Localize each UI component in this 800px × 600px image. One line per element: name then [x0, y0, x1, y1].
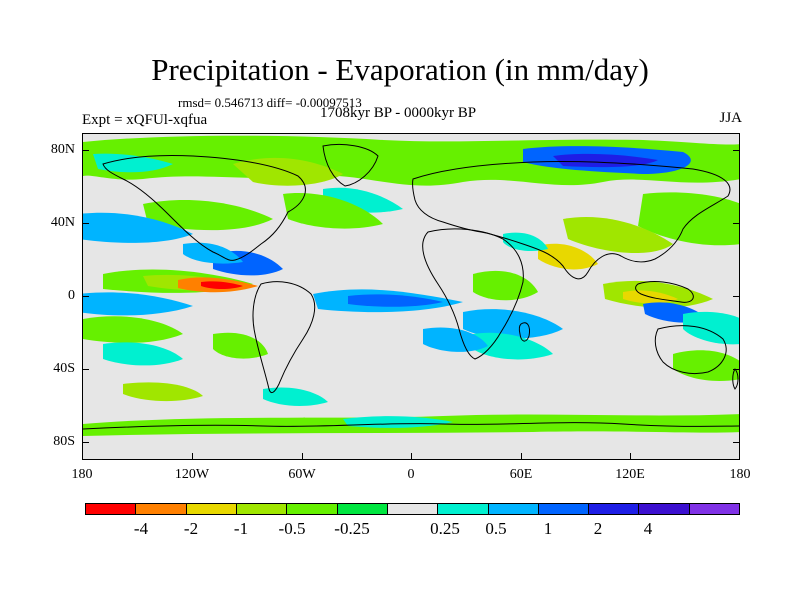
- colorbar-box: [538, 504, 590, 514]
- season-label: JJA: [719, 110, 742, 126]
- statistics-text: rmsd= 0.546713 diff= -0.00097513: [178, 95, 362, 110]
- coastline-antarctica: [83, 422, 739, 430]
- precipitation-evaporation-map: [82, 133, 740, 460]
- colorbar-box: [86, 504, 137, 514]
- y-tick: [733, 150, 740, 151]
- y-label-40n: 40N: [50, 215, 75, 230]
- colorbar-box: [236, 504, 288, 514]
- field-asia-lime: [563, 216, 673, 254]
- field-itcz-red: [201, 281, 243, 289]
- colorbar-box: [488, 504, 539, 514]
- y-label-40s: 40S: [53, 361, 75, 376]
- y-label-80s: 80S: [53, 434, 75, 449]
- field-spacific-cyan: [103, 342, 183, 366]
- field-southern-lime: [123, 382, 203, 402]
- colorbar-label: 0.25: [430, 519, 460, 538]
- colorbar-box: [337, 504, 388, 514]
- map-svg: [83, 134, 739, 459]
- field-caribbean-cyan: [183, 242, 243, 264]
- colorbar-label: -2: [183, 519, 199, 538]
- field-samerica-green: [213, 332, 268, 359]
- coastline-africa: [422, 228, 524, 360]
- y-tick: [82, 150, 89, 151]
- colorbar-label: -1: [233, 519, 249, 538]
- field-pacific-green: [143, 199, 273, 231]
- field-atlantic-green: [283, 193, 383, 229]
- colorbar-box: [639, 504, 690, 514]
- colorbar-box: [186, 504, 237, 514]
- period-label: 1708kyr BP - 0000kyr BP: [320, 105, 477, 121]
- x-tick: [302, 453, 303, 460]
- colorbar-label: -0.25: [334, 519, 370, 538]
- field-indian-cyan: [473, 332, 553, 360]
- coastline-new-zealand: [732, 368, 739, 390]
- colorbar-box: [136, 504, 187, 514]
- x-label-120w: 120W: [174, 467, 210, 482]
- field-india-cyan: [503, 232, 548, 252]
- coastline-maritime-continent: [635, 281, 694, 303]
- field-westpacific-green: [638, 192, 739, 246]
- x-label-0: 0: [407, 467, 415, 482]
- x-tick: [521, 453, 522, 460]
- x-label-180w: 180: [71, 467, 93, 482]
- y-tick: [82, 223, 89, 224]
- coastline-north-america: [102, 154, 306, 261]
- x-label-120e: 120E: [615, 467, 645, 482]
- y-tick: [733, 442, 740, 443]
- coastline-south-america: [252, 281, 316, 394]
- experiment-label: Expt = xQFUl-xqfua: [82, 112, 208, 128]
- colorbar-box: [589, 504, 640, 514]
- x-label-180e: 180: [729, 467, 751, 482]
- y-tick: [733, 296, 740, 297]
- x-label-60w: 60W: [288, 467, 316, 482]
- colorbar-box: [387, 504, 439, 514]
- y-tick: [733, 369, 740, 370]
- y-tick: [82, 442, 89, 443]
- x-tick: [630, 453, 631, 460]
- field-eq-atlantic-dark: [348, 294, 443, 307]
- colorbar-label: 0.5: [485, 519, 507, 538]
- field-satlantic-blue: [423, 327, 488, 352]
- coastline-greenland: [322, 143, 379, 187]
- colorbar-label: -4: [133, 519, 149, 538]
- x-tick: [192, 453, 193, 460]
- y-tick: [82, 296, 89, 297]
- figure-title: Precipitation - Evaporation (in mm/day): [151, 52, 649, 87]
- colorbar: [85, 503, 740, 515]
- field-southern-cyan: [263, 387, 328, 406]
- field-indian-blue: [463, 309, 563, 339]
- colorbar-label: 2: [593, 519, 603, 538]
- y-label-80n: 80N: [50, 142, 75, 157]
- coastline-madagascar: [518, 322, 530, 342]
- colorbar-label: -0.5: [278, 519, 306, 538]
- x-label-60e: 60E: [509, 467, 533, 482]
- field-wpacific-cyan: [683, 311, 739, 345]
- field-npacific-blue: [83, 212, 193, 243]
- field-spacific-green: [83, 316, 183, 343]
- colorbar-label: 1: [543, 519, 553, 538]
- coastline-group: [83, 143, 739, 430]
- field-canada-cyan: [93, 153, 173, 173]
- field-antarctic-cyan: [343, 416, 453, 428]
- x-tick: [411, 453, 412, 460]
- colorbar-label: 4: [643, 519, 653, 538]
- field-india-yellow: [538, 243, 598, 270]
- coastline-australia: [654, 325, 727, 375]
- colorbar-box: [438, 504, 489, 514]
- coastline-eurasia: [412, 160, 731, 280]
- y-tick: [82, 369, 89, 370]
- colorbar-box: [287, 504, 338, 514]
- y-label-equator: 0: [68, 288, 75, 303]
- y-tick: [733, 223, 740, 224]
- colorbar-box: [689, 504, 740, 514]
- field-epacific-south-blue: [83, 292, 193, 316]
- field-africa-green: [473, 270, 538, 301]
- field-antarctic-grey: [83, 431, 739, 459]
